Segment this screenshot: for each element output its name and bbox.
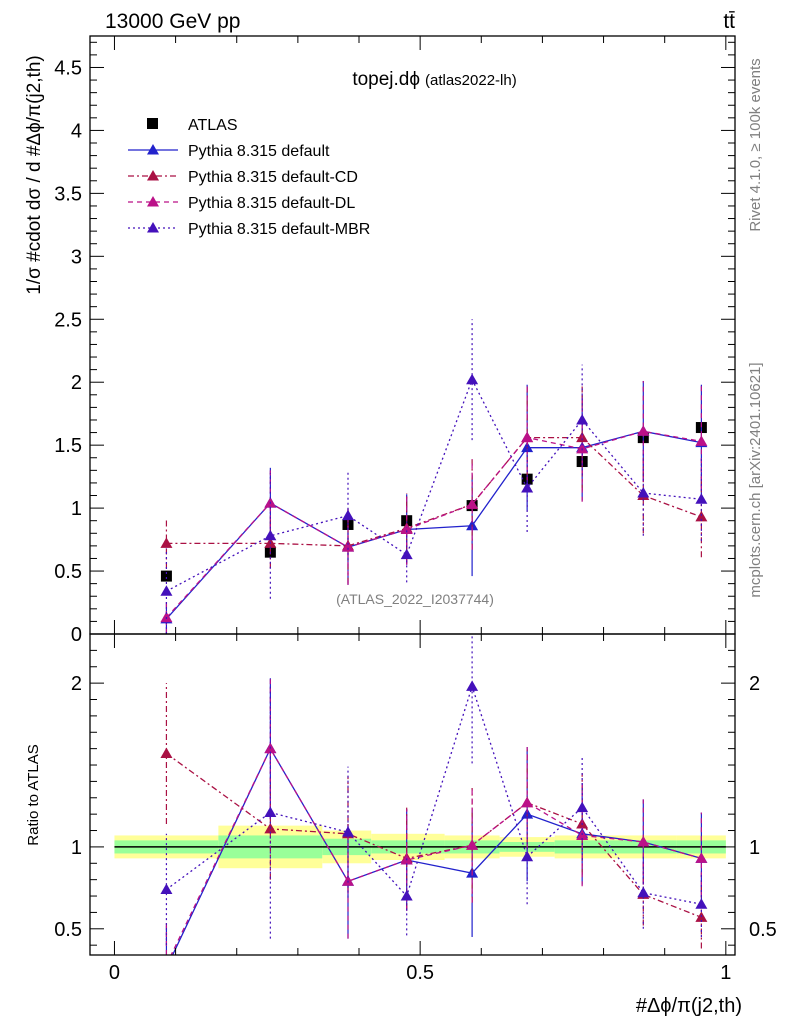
mbr-point xyxy=(576,413,589,425)
legend-label: Pythia 8.315 default-CD xyxy=(188,169,358,186)
legend-entry: Pythia 8.315 default-CD xyxy=(128,169,358,186)
dl-ratio-point xyxy=(466,839,479,850)
ratio-y-tick-label-right: 1 xyxy=(749,837,760,859)
dl-ratio-point xyxy=(637,835,650,847)
y-tick-label: 0 xyxy=(71,624,82,646)
dl-point xyxy=(521,431,534,443)
x-tick-label: 0.5 xyxy=(406,962,434,984)
ratio-y-axis-label: Ratio to ATLAS xyxy=(25,744,42,845)
main-plot-frame xyxy=(89,35,736,635)
dl-point xyxy=(637,425,650,436)
mbr-point xyxy=(695,493,708,504)
dl-line xyxy=(165,430,702,619)
mbr-ratio-point xyxy=(695,898,708,909)
legend-marker xyxy=(147,170,159,181)
dl-point xyxy=(466,498,479,509)
dl-ratio-point xyxy=(342,875,354,886)
mbr-point xyxy=(466,373,479,385)
legend-marker xyxy=(147,222,159,233)
ratio-y-tick-label: 2 xyxy=(71,673,82,695)
mbr-ratio-point xyxy=(637,886,650,898)
legend-entry: ATLAS xyxy=(147,117,238,134)
legend-entry: Pythia 8.315 default xyxy=(128,143,330,160)
mbr-ratio-point xyxy=(521,850,534,862)
y-tick-label: 0.5 xyxy=(54,561,82,583)
y-axis-label: 1/σ #cdot dσ / d #Δϕ/π(j2,th) xyxy=(24,55,45,294)
y-tick-label: 2.5 xyxy=(54,309,82,331)
cd-point xyxy=(160,537,173,548)
legend-marker xyxy=(147,196,159,207)
dl-ratio-point xyxy=(521,796,534,808)
plot-title-suffix: (atlas2022-lh) xyxy=(425,72,517,89)
mbr-point xyxy=(264,529,277,541)
dl-point xyxy=(576,442,589,454)
y-tick-label: 3 xyxy=(71,246,82,268)
process-label: tt̄ xyxy=(723,10,735,33)
mbr-ratio-point xyxy=(576,801,589,813)
dl-point xyxy=(695,435,708,446)
y-tick-label: 3.5 xyxy=(54,183,82,205)
dl-point xyxy=(160,611,173,623)
mbr-point xyxy=(342,509,354,521)
x-axis-label: #Δϕ/π(j2,th) xyxy=(636,995,742,1017)
ratio-y-tick-label: 1 xyxy=(71,837,82,859)
mbr-point xyxy=(637,486,650,498)
legend-label: Pythia 8.315 default xyxy=(188,143,330,160)
main-panel-series xyxy=(160,319,708,634)
rivet-label: Rivet 4.1.0, ≥ 100k events xyxy=(747,58,764,231)
mbr-point xyxy=(400,548,413,560)
mbr-point xyxy=(160,585,173,596)
ratio-plot-frame xyxy=(89,633,736,956)
legend-entry: Pythia 8.315 default-MBR xyxy=(128,221,370,238)
atlas-data-point xyxy=(160,570,172,582)
mbr-point xyxy=(521,481,534,493)
legend-marker xyxy=(147,118,158,129)
mbr-ratio-line xyxy=(166,684,702,905)
mbr-ratio-point xyxy=(160,883,173,894)
ratio-y-tick-label-right: 0.5 xyxy=(749,919,777,941)
y-tick-label: 4 xyxy=(71,120,82,142)
legend-label: Pythia 8.315 default-DL xyxy=(188,195,355,212)
ratio-y-tick-label: 0.5 xyxy=(54,919,82,941)
dl-point xyxy=(342,541,354,552)
ratio-panel-series xyxy=(160,634,708,955)
legend-label: ATLAS xyxy=(188,117,238,134)
y-tick-label: 2 xyxy=(71,372,82,394)
mbr-ratio-point xyxy=(400,890,413,901)
legend-marker xyxy=(147,144,159,155)
mbr-ratio-point xyxy=(466,680,479,691)
energy-label: 13000 GeV pp xyxy=(105,10,240,33)
cd-point xyxy=(695,510,708,522)
y-tick-label: 4.5 xyxy=(54,57,82,79)
legend-label: Pythia 8.315 default-MBR xyxy=(188,221,370,238)
mcplots-label: mcplots.cern.ch [arXiv:2401.10621] xyxy=(747,362,764,597)
mbr-line xyxy=(166,378,702,592)
plot-title: topej.dϕ xyxy=(352,69,420,90)
y-tick-label: 1 xyxy=(71,498,82,520)
x-tick-label: 1 xyxy=(720,962,731,984)
x-tick-label: 0 xyxy=(109,962,120,984)
dl-point xyxy=(400,523,413,535)
mbr-ratio-point xyxy=(342,826,354,837)
legend-entry: Pythia 8.315 default-DL xyxy=(128,195,355,212)
plot-watermark: (ATLAS_2022_I2037744) xyxy=(336,591,494,607)
ratio-y-tick-label-right: 2 xyxy=(749,673,760,695)
y-tick-label: 1.5 xyxy=(54,435,82,457)
cd-ratio-point xyxy=(160,747,173,759)
dl-ratio-point xyxy=(695,852,708,863)
mbr-ratio-point xyxy=(264,806,277,818)
